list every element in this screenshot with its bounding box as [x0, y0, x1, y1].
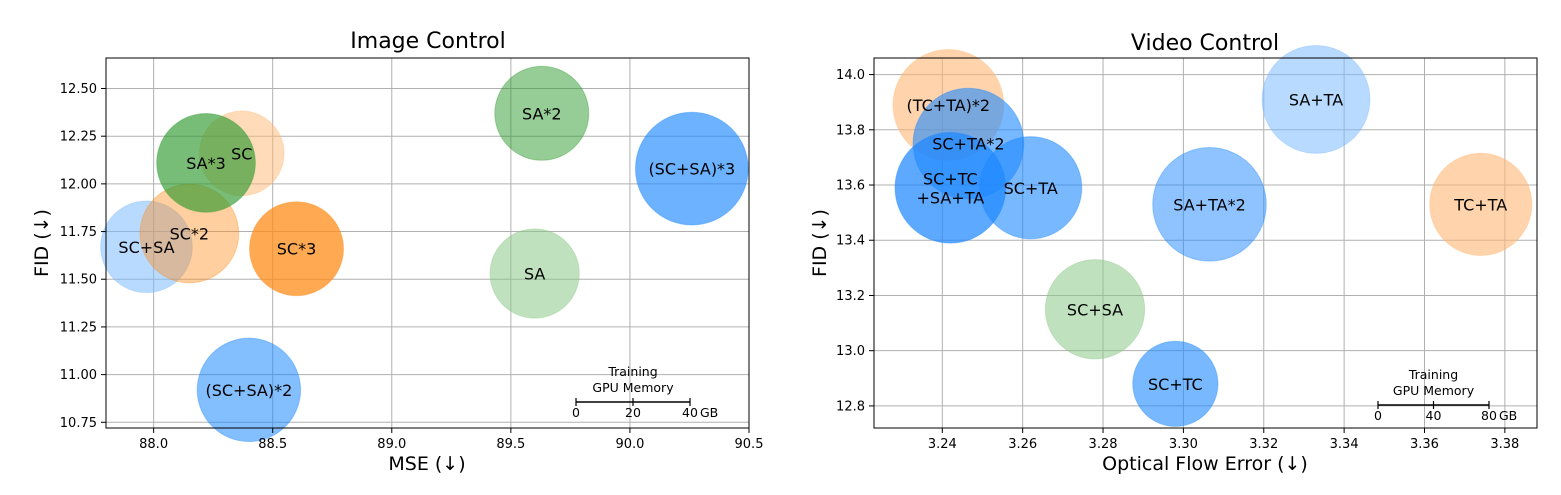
bubble-label-sa-ta: SA+TA — [1289, 90, 1343, 109]
x-tick-label: 3.28 — [1089, 437, 1118, 452]
size-legend-tick-label: 40 — [682, 405, 698, 420]
bubble-label-sc-ta-2: SC+TA*2 — [932, 135, 1004, 154]
y-tick-label: 11.50 — [60, 273, 97, 288]
size-legend-title: GPU Memory — [592, 380, 674, 395]
x-tick-label: 3.30 — [1169, 437, 1198, 452]
bubble-label-sc: SC — [231, 144, 252, 163]
x-tick-label: 90.0 — [615, 437, 644, 452]
size-legend-title: Training — [1408, 367, 1458, 382]
bubble-sc-tc — [1132, 340, 1219, 427]
bubble-sc-ta — [979, 136, 1083, 240]
bubble-label-sc-tc-sa-ta: SC+TC +SA+TA — [917, 169, 985, 207]
y-tick-label: 10.75 — [60, 416, 97, 431]
bubble-sc-sa — [100, 200, 193, 294]
x-tick-label: 88.0 — [139, 437, 168, 452]
y-tick-label: 13.2 — [836, 289, 865, 304]
bubble-label-sc-sa: SC+SA — [118, 238, 174, 257]
y-tick-label: 13.6 — [836, 179, 865, 194]
plot-frame-video-control — [873, 57, 1538, 429]
y-axis-label-video-control: FID (↓) — [809, 209, 831, 277]
size-legend-title: GPU Memory — [1393, 383, 1475, 398]
bubble-label-sc-2: SC*2 — [170, 224, 210, 243]
bubble-sa-ta — [1261, 44, 1371, 154]
bubble-label-sc-ta: SC+TA — [1004, 179, 1058, 198]
x-tick-label: 3.38 — [1490, 437, 1519, 452]
chart-title-video-control: Video Control — [1131, 31, 1279, 56]
bubble-label-sa-ta-2: SA+TA*2 — [1173, 195, 1245, 214]
x-tick-label: 3.36 — [1410, 437, 1439, 452]
bubble-label-sa: SA — [524, 265, 545, 284]
y-tick-label: 13.0 — [836, 344, 865, 359]
size-legend-tick-label: 80 — [1481, 408, 1497, 423]
plot-frame-image-control — [105, 57, 750, 429]
y-tick-label: 14.0 — [836, 68, 865, 83]
bubble-label-sa-3: SA*3 — [186, 154, 226, 173]
x-tick-label: 90.5 — [735, 437, 764, 452]
y-tick-label: 11.25 — [60, 320, 97, 335]
bubbles-image-control — [100, 65, 749, 443]
size-legend-title: Training — [607, 364, 657, 379]
bubbles-video-control — [892, 44, 1533, 427]
x-ticks-video-control: 3.24 3.26 3.28 3.30 3.32 3.34 3.36 3.38 — [928, 428, 1519, 452]
bubble-label-sc-sa-3: (SC+SA)*3 — [648, 160, 735, 179]
size-legend-tick-label: 0 — [1374, 408, 1382, 423]
bubble-sc-sa-3 — [634, 111, 749, 226]
x-tick-label: 3.34 — [1330, 437, 1359, 452]
x-tick-label: 3.32 — [1249, 437, 1278, 452]
x-axis-label-video-control: Optical Flow Error (↓) — [1102, 453, 1308, 475]
bubble-label-sc-sa-2: (SC+SA)*2 — [205, 381, 292, 400]
size-legend-tick-label: 20 — [625, 405, 641, 420]
size-legend-tick-label: 40 — [1426, 408, 1442, 423]
x-tick-label: 89.0 — [377, 437, 406, 452]
bubble-sc-sa-2 — [196, 337, 302, 443]
bubble-sc-sa — [1044, 259, 1146, 360]
x-ticks-image-control: 88.0 88.5 89.0 89.5 90.0 90.5 — [139, 428, 763, 452]
bubble-label-sc-tc: SC+TC — [1148, 375, 1203, 394]
bubble-labels-video-control: (TC+TA)*2 SC+TA*2 SC+TC +SA+TA SC+TA SA+TA SA+… — [907, 90, 1508, 393]
y-tick-label: 13.8 — [836, 123, 865, 138]
bubble-sc-3 — [249, 201, 345, 297]
y-tick-label: 11.00 — [60, 368, 97, 383]
y-tick-label: 12.25 — [60, 130, 97, 145]
bubble-tc-ta — [1429, 152, 1533, 256]
chart-title-image-control: Image Control — [350, 29, 505, 54]
x-tick-label: 89.5 — [496, 437, 525, 452]
bubble-sa-2 — [494, 65, 590, 161]
bubble-sa-ta-2 — [1152, 147, 1267, 262]
size-legend-tick-label: 0 — [572, 405, 580, 420]
x-tick-label: 3.26 — [1008, 437, 1037, 452]
bubble-sa-3 — [156, 113, 256, 213]
y-axis-label-image-control: FID (↓) — [31, 209, 53, 277]
y-ticks-video-control: 12.8 13.0 13.2 13.4 13.6 13.8 14.0 — [836, 68, 874, 414]
y-tick-label: 12.00 — [60, 177, 97, 192]
y-tick-label: 11.75 — [60, 225, 97, 240]
y-ticks-image-control: 10.75 11.00 11.25 11.50 11.75 12.00 12.25 12.50 — [60, 82, 106, 431]
bubble-label-tc-ta: TC+TA — [1453, 195, 1507, 214]
bubble-label-sc-3: SC*3 — [277, 240, 317, 259]
bubble-sa — [489, 228, 580, 319]
bubble-label-tc-ta-2: (TC+TA)*2 — [907, 96, 991, 115]
y-tick-label: 12.50 — [60, 82, 97, 97]
y-tick-label: 13.4 — [836, 234, 865, 249]
y-tick-label: 12.8 — [836, 399, 865, 414]
size-legend-unit: GB — [700, 405, 718, 420]
video-control-chart: Video Control (TC+TA)*2 SC+TA*2 SC+TC +SA+T… — [809, 31, 1538, 475]
bubble-label-sc-sa: SC+SA — [1067, 300, 1123, 319]
x-tick-label: 88.5 — [258, 437, 287, 452]
size-legend-unit: GB — [1499, 408, 1517, 423]
x-axis-label-image-control: MSE (↓) — [388, 453, 465, 475]
x-tick-label: 3.24 — [928, 437, 957, 452]
bubble-label-sa-2: SA*2 — [522, 104, 562, 123]
